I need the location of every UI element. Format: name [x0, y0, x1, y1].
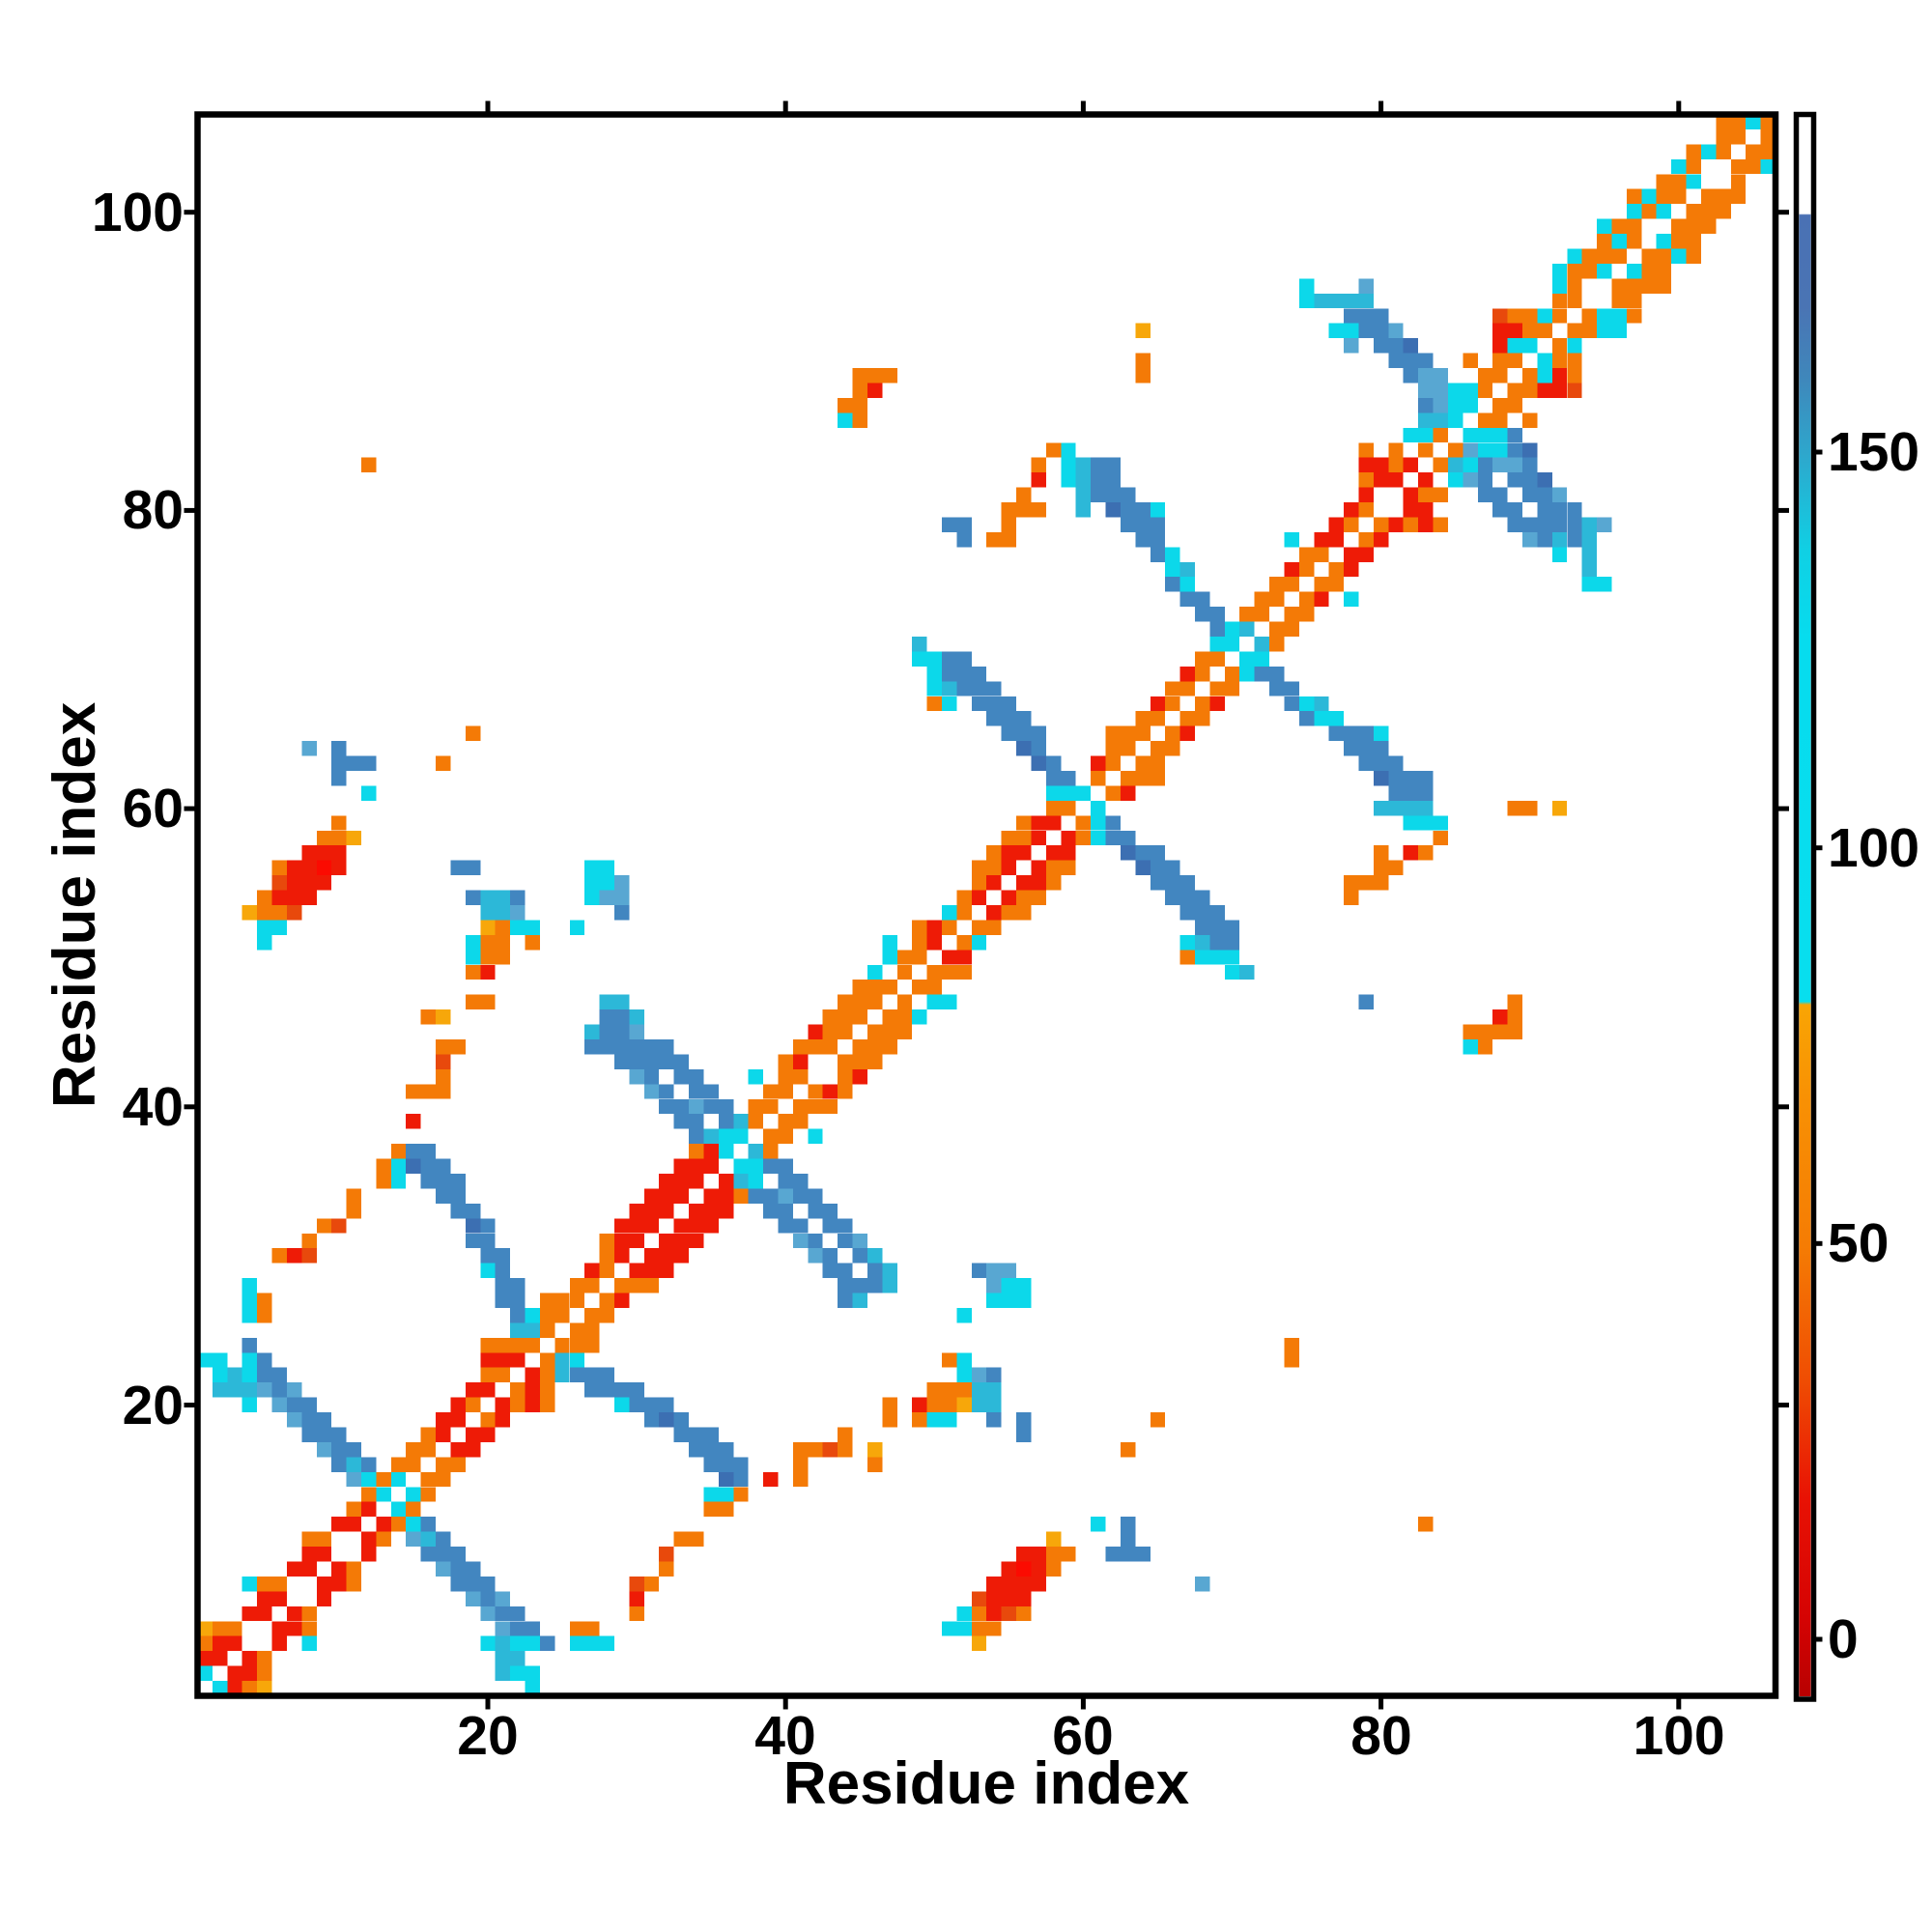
svg-text:60: 60	[1052, 1705, 1113, 1767]
svg-text:Residue index: Residue index	[42, 701, 108, 1108]
svg-text:40: 40	[754, 1705, 815, 1767]
svg-text:100: 100	[1828, 817, 1919, 879]
svg-text:100: 100	[1633, 1705, 1724, 1767]
svg-text:20: 20	[123, 1375, 184, 1436]
svg-text:80: 80	[1350, 1705, 1411, 1767]
svg-text:0: 0	[1828, 1608, 1859, 1670]
svg-text:150: 150	[1828, 421, 1919, 483]
svg-text:Residue index: Residue index	[783, 1750, 1190, 1817]
svg-text:20: 20	[457, 1705, 518, 1767]
svg-text:60: 60	[123, 778, 184, 839]
svg-text:50: 50	[1828, 1212, 1889, 1274]
svg-text:40: 40	[123, 1076, 184, 1138]
svg-text:80: 80	[123, 479, 184, 541]
svg-text:100: 100	[92, 182, 184, 243]
